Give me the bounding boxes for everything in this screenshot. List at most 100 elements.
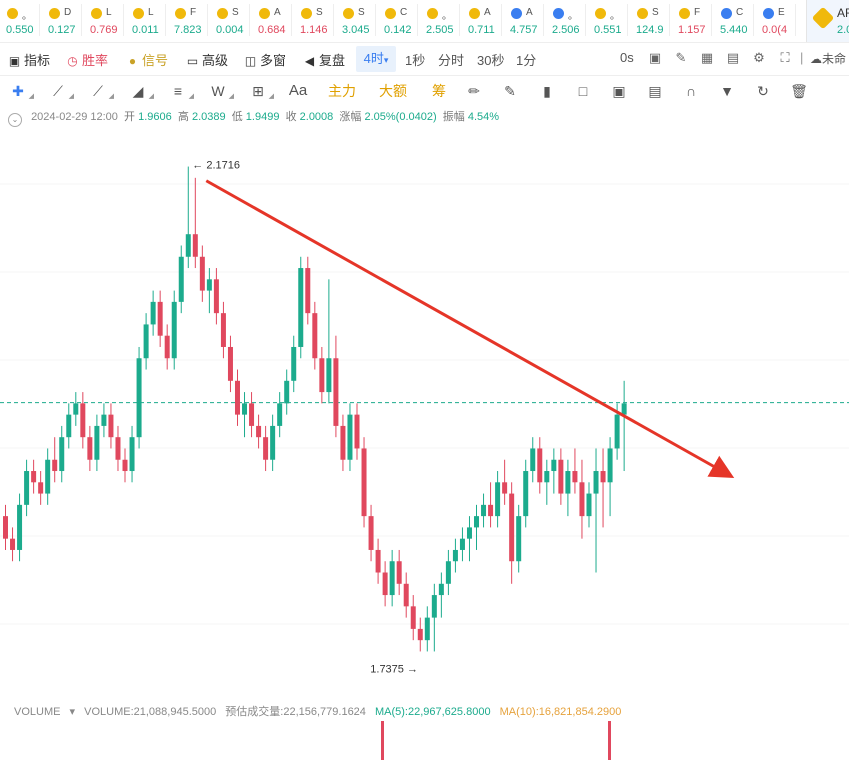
candle <box>10 538 16 550</box>
coin-icon <box>427 8 438 19</box>
note-icon[interactable]: ▤ <box>648 83 662 99</box>
ticker-item[interactable]: A 0.711 <box>462 0 502 42</box>
trash-icon[interactable]: 🗑 <box>790 83 808 99</box>
candle <box>227 346 233 381</box>
trend-arrow-line[interactable] <box>205 179 735 478</box>
candle <box>417 628 423 641</box>
ticker-item[interactable]: D 0.127 <box>42 0 82 42</box>
win-rate-button[interactable]: ◷ 胜率 <box>67 53 109 68</box>
active-ticker[interactable]: AF 2.0 <box>806 0 849 42</box>
camera-icon[interactable]: ▣ <box>648 50 662 65</box>
interval-1m-tab[interactable]: 1分 <box>516 53 537 68</box>
candle <box>488 504 494 517</box>
indicators-button[interactable]: ▣ 指标 <box>8 53 51 68</box>
advanced-button[interactable]: ▭ 高级 <box>186 53 229 68</box>
signal-button[interactable]: ● 信号 <box>126 50 168 69</box>
ticker-price: 0.127 <box>48 24 76 36</box>
candle <box>558 459 564 494</box>
template-icon[interactable]: ▤ <box>726 50 740 65</box>
coin-icon <box>469 8 480 19</box>
ticker-price: 5.440 <box>720 24 748 36</box>
candle <box>24 471 30 505</box>
ticker-item[interactable]: S 124.9 <box>630 0 670 42</box>
candle <box>59 437 65 472</box>
ticker-item[interactable]: 。 0.550 <box>0 0 40 42</box>
ticker-item[interactable]: L 0.011 <box>126 0 166 42</box>
ticker-item[interactable]: A 0.684 <box>252 0 292 42</box>
ticker-item[interactable]: F 7.823 <box>168 0 208 42</box>
ticker-item[interactable]: 。 2.505 <box>420 0 460 42</box>
ticker-item[interactable]: L 0.769 <box>84 0 124 42</box>
ticker-item[interactable]: A 4.757 <box>504 0 544 42</box>
replay-button[interactable]: ◀ 复盘 <box>304 53 346 68</box>
candle <box>459 538 465 550</box>
candle <box>38 482 44 494</box>
coin-icon <box>763 8 774 19</box>
coin-icon <box>595 8 606 19</box>
candle-type-icon[interactable]: ▮ <box>543 83 551 99</box>
chips-button[interactable]: 筹 <box>432 83 446 99</box>
multi-window-button[interactable]: ◫ 多窗 <box>244 53 287 68</box>
toolbar-divider <box>0 75 849 76</box>
sync-icon[interactable]: ↻ <box>757 83 769 99</box>
pencil-icon[interactable]: ✎ <box>675 50 687 65</box>
candle <box>122 459 128 472</box>
candle <box>410 606 416 629</box>
coin-icon <box>301 8 312 19</box>
collapse-chevron-icon[interactable]: ⌄ <box>8 113 22 127</box>
divider: | <box>800 50 804 65</box>
magnet-icon[interactable]: ∩ <box>685 83 697 99</box>
bookmark-icon[interactable]: ▣ <box>612 83 626 99</box>
candle <box>466 527 472 539</box>
candle <box>326 358 332 393</box>
settings-icon[interactable]: ⚙ <box>753 50 765 65</box>
ticker-item[interactable]: S 3.045 <box>336 0 376 42</box>
interval-30s-tab[interactable]: 30秒 <box>477 53 505 68</box>
fullscreen-icon[interactable]: ⛶ <box>780 50 790 65</box>
crosshair-icon[interactable]: ✚ ◢ <box>12 83 34 100</box>
windows-icon: ◫ <box>244 54 257 68</box>
estimated-volume: 预估成交量:22,156,779.1624 <box>225 706 366 718</box>
text-tool-icon[interactable]: Aa <box>288 82 308 99</box>
chevron-down-icon[interactable]: ▾ <box>69 706 76 718</box>
big-order-button[interactable]: 大额 <box>379 83 407 99</box>
ticker-item[interactable]: C 0.142 <box>378 0 418 42</box>
countdown-label: 0s <box>620 50 634 65</box>
ticker-symbol: L <box>148 7 154 18</box>
triangle-ruler-icon[interactable]: ◢ ◢ <box>132 83 154 100</box>
low-value: 1.9499 <box>245 111 280 123</box>
fib-lines-icon[interactable]: ≡ ◢ <box>173 83 194 100</box>
interval-4h-tab[interactable]: 4时▾ <box>356 46 396 72</box>
candle <box>157 301 163 336</box>
layout-icon[interactable]: ▦ <box>700 50 714 65</box>
wave-pattern-icon[interactable]: W ◢ <box>211 83 234 100</box>
candle <box>284 380 290 404</box>
candle <box>502 482 508 494</box>
eraser-brush-icon[interactable]: ✎ <box>504 83 516 99</box>
trendline-tool-icon[interactable]: ⟋ ◢ <box>53 83 74 100</box>
measure-box-icon[interactable]: ⊞ ◢ <box>252 83 274 100</box>
ticker-item[interactable]: 。 0.551 <box>588 0 628 42</box>
cloud-sync-button[interactable]: ☁未命 <box>810 52 847 66</box>
main-force-button[interactable]: 主力 <box>328 83 356 99</box>
ticker-item[interactable]: 。 2.506 <box>546 0 586 42</box>
interval-timeshare-tab[interactable]: 分时 <box>438 53 465 68</box>
candle <box>375 549 381 573</box>
candle <box>537 448 543 483</box>
parallel-channel-icon[interactable]: ⟋ ◢ <box>93 83 114 100</box>
interval-1s-tab[interactable]: 1秒 <box>405 53 426 68</box>
ticker-item[interactable]: S 1.146 <box>294 0 334 42</box>
candlestick-chart[interactable]: ← 2.1716 1.7375 → <box>0 124 849 694</box>
binance-logo-icon <box>811 6 835 30</box>
ticker-item[interactable]: S 0.004 <box>210 0 250 42</box>
ticker-item[interactable]: E 0.0(4 <box>756 0 796 42</box>
lock-icon[interactable]: □ <box>578 83 588 99</box>
clock-icon: ◷ <box>67 54 78 68</box>
ticker-item[interactable]: F 1.157 <box>672 0 712 42</box>
ticker-item[interactable]: C 5.440 <box>714 0 754 42</box>
coin-icon <box>49 8 60 19</box>
ticker-price: 0.142 <box>384 24 412 36</box>
ruler-icon[interactable]: ✏ <box>468 83 480 99</box>
ticker-symbol: S <box>358 7 365 18</box>
filter-icon[interactable]: ▼ <box>720 83 734 99</box>
